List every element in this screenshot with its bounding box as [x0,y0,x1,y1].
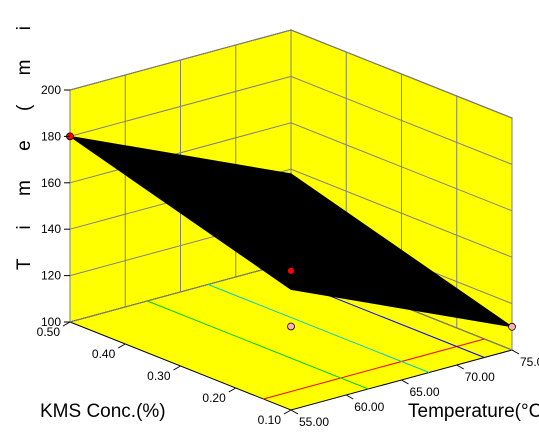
x-tick-mark [118,343,126,349]
z-tick-label: 120 [41,269,61,283]
y-tick-mark [456,364,464,370]
x-tick-label: 0.50 [37,325,61,339]
x-tick-mark [228,387,236,393]
z-tick-label: 140 [41,222,61,236]
y-tick-label: 60.00 [354,400,384,414]
y-tick-mark [290,409,299,415]
y-tick-label: 65.00 [410,385,440,399]
z-tick-label: 200 [41,83,61,97]
x-tick-mark [283,409,292,415]
y-tick-label: 75.00 [520,355,539,369]
x-tick-mark [62,321,71,327]
x-axis-title: KMS Conc.(%) [40,401,166,422]
z-tick-label: 100 [41,315,61,329]
z-tick-label: 160 [41,176,61,190]
y-tick-mark [511,349,520,355]
x-tick-mark [173,365,181,371]
y-tick-mark [401,379,409,385]
z-tick-label: 180 [41,129,61,143]
y-axis-title: Temperature(°C) [408,401,539,422]
x-tick-label: 0.40 [92,347,116,361]
x-tick-label: 0.30 [147,369,171,383]
contour-line [207,284,430,373]
y-tick-label: 55.00 [299,415,329,429]
x-tick-label: 0.10 [258,413,282,427]
y-tick-mark [346,394,354,400]
z-axis-title: T i m e ( m i n [14,0,35,270]
x-tick-label: 0.20 [202,391,226,405]
contour-line [147,300,369,390]
design-point [508,322,516,331]
y-tick-label: 70.00 [465,370,495,384]
contour-line [263,338,485,400]
design-point [287,266,295,275]
design-point [287,322,295,331]
